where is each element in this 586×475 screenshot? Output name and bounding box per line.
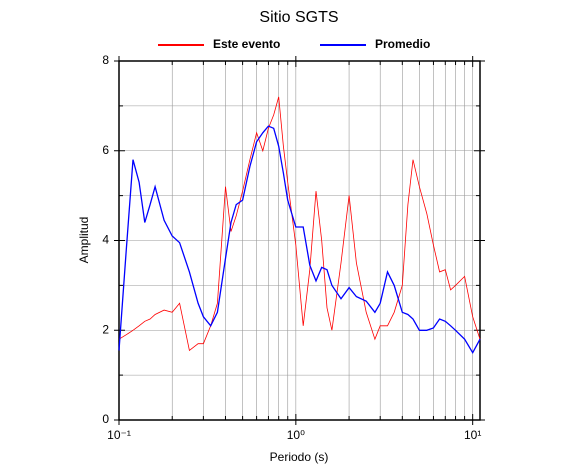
chart-title: Sitio SGTS <box>259 9 338 26</box>
y-tick-label: 0 <box>102 412 109 426</box>
x-tick-label: 10⁰ <box>287 428 305 442</box>
plot-frame <box>118 60 481 421</box>
legend-label: Promedio <box>375 37 430 51</box>
y-tick-label: 6 <box>102 143 109 157</box>
x-axis-label: Periodo (s) <box>270 450 329 464</box>
x-tick-label: 10¹ <box>464 428 481 442</box>
data-line <box>118 96 481 352</box>
y-tick-label: 4 <box>102 233 109 247</box>
x-tick-label: 10⁻¹ <box>107 428 131 442</box>
legend-label: Este evento <box>213 37 280 51</box>
data-line <box>118 125 481 355</box>
y-axis-label: Amplitud <box>77 217 91 264</box>
y-tick-label: 2 <box>102 322 109 336</box>
y-tick-label: 8 <box>102 53 109 67</box>
